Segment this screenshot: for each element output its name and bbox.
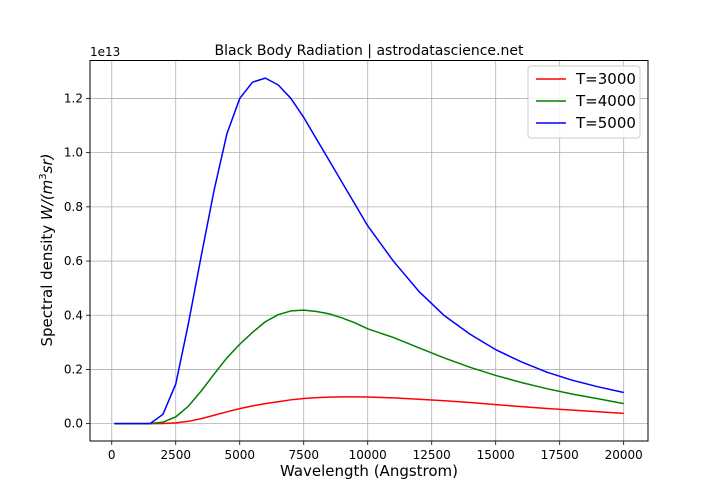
legend-label: T=4000 — [575, 92, 636, 110]
y-tick-label: 0.8 — [64, 200, 83, 214]
plot-frame — [89, 60, 649, 442]
y-tick-label: 1.0 — [64, 146, 83, 160]
series-line-t-4000 — [114, 309, 624, 425]
chart-title: Black Body Radiation | astrodatascience.… — [215, 43, 524, 59]
y-axis-title-unit-tail: sr) — [38, 153, 56, 173]
legend-label: T=3000 — [575, 70, 636, 88]
y-offset-label: 1e13 — [90, 45, 120, 59]
series-line-t-5000 — [114, 77, 624, 425]
legend: T=3000 T=4000 T=5000 — [527, 65, 641, 139]
x-tick-label: 5000 — [224, 448, 255, 462]
x-tick-label: 0 — [108, 448, 116, 462]
legend-box — [527, 65, 641, 139]
x-axis-ticks: 0 2500 5000 7500 10000 12500 15000 17500 20000 — [108, 441, 643, 462]
series-lines — [114, 77, 624, 425]
x-tick-label: 2500 — [160, 448, 191, 462]
y-tick-label: 0.2 — [64, 362, 83, 376]
y-axis-ticks: 0.0 0.2 0.4 0.6 0.8 1.0 1.2 — [64, 91, 90, 431]
series-line-t-3000 — [114, 396, 624, 425]
legend-label: T=5000 — [575, 114, 636, 132]
legend-items: T=3000 T=4000 T=5000 — [536, 70, 636, 132]
x-tick-label: 17500 — [541, 448, 579, 462]
x-tick-label: 15000 — [477, 448, 515, 462]
x-tick-label: 10000 — [349, 448, 387, 462]
y-axis-title: Spectral density W/(m3sr) — [38, 153, 56, 346]
y-tick-label: 0.4 — [64, 308, 83, 322]
x-axis-title: Wavelength (Angstrom) — [280, 462, 458, 480]
y-axis-title-superscript: 3 — [38, 173, 49, 179]
x-tick-label: 7500 — [288, 448, 319, 462]
y-axis-title-unit: W/(m — [38, 180, 56, 220]
y-axis-title-prefix: Spectral density — [38, 220, 56, 346]
y-tick-label: 1.2 — [64, 91, 83, 105]
x-tick-label: 20000 — [605, 448, 643, 462]
x-tick-label: 12500 — [413, 448, 451, 462]
y-tick-label: 0.6 — [64, 254, 83, 268]
y-tick-label: 0.0 — [64, 417, 83, 431]
